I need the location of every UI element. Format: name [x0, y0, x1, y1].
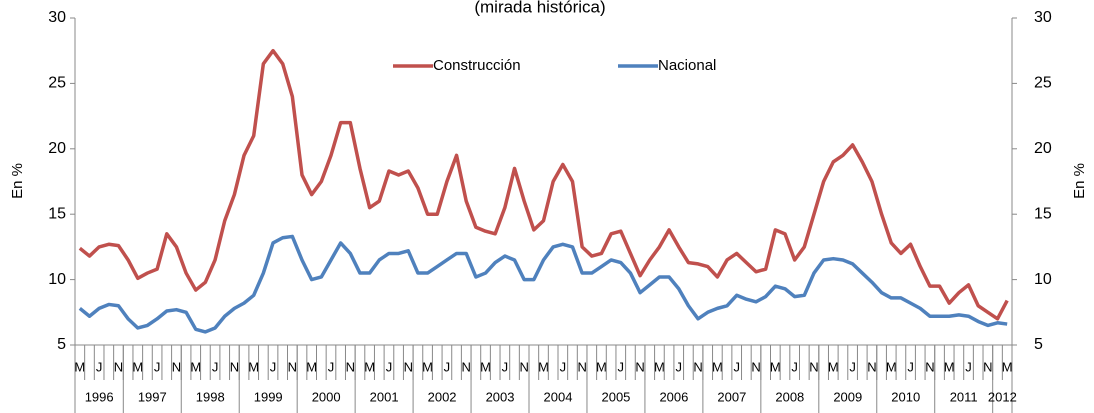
y2-axis-label: En % — [1071, 163, 1088, 199]
year-label: 2006 — [659, 389, 688, 404]
x-tick-label: N — [172, 359, 181, 374]
year-label: 2010 — [891, 389, 920, 404]
year-label: 2011 — [950, 389, 978, 404]
y-tick-label: 5 — [57, 336, 66, 353]
x-tick-label: N — [230, 359, 239, 374]
chart-title: (mirada histórica) — [474, 0, 605, 16]
x-tick-label: N — [577, 359, 586, 374]
y2-tick-label: 10 — [1034, 271, 1052, 288]
x-tick-label: M — [654, 359, 665, 374]
series-line — [78, 48, 1009, 321]
year-label: 2007 — [717, 389, 746, 404]
x-tick-label: M — [944, 359, 955, 374]
y-tick-label: 25 — [48, 75, 66, 92]
x-tick-label: M — [422, 359, 433, 374]
y2-tick-label: 25 — [1034, 75, 1052, 92]
x-tick-label: N — [867, 359, 876, 374]
x-tick-label: J — [96, 359, 103, 374]
y-tick-label: 30 — [48, 9, 66, 26]
x-tick-label: N — [635, 359, 644, 374]
y-tick-label: 10 — [48, 271, 66, 288]
x-tick-label: J — [791, 359, 798, 374]
year-label: 2004 — [544, 389, 573, 404]
x-tick-label: J — [154, 359, 161, 374]
x-tick-label: J — [328, 359, 335, 374]
year-label: 2009 — [833, 389, 862, 404]
year-label: 1999 — [254, 389, 283, 404]
x-tick-label: N — [462, 359, 471, 374]
year-label: 2003 — [486, 389, 515, 404]
series-line — [78, 234, 1008, 334]
x-tick-label: M — [74, 359, 85, 374]
year-label: 2002 — [428, 389, 457, 404]
x-tick-label: J — [907, 359, 914, 374]
x-tick-label: N — [693, 359, 702, 374]
legend-label: Construcción — [433, 57, 521, 74]
x-tick-label: N — [519, 359, 528, 374]
x-tick-label: N — [346, 359, 355, 374]
year-label: 2008 — [775, 389, 804, 404]
x-tick-label: J — [675, 359, 682, 374]
x-tick-label: M — [364, 359, 375, 374]
x-tick-label: M — [712, 359, 723, 374]
year-label: 1997 — [138, 389, 167, 404]
x-tick-label: J — [733, 359, 740, 374]
legend-label: Nacional — [658, 57, 716, 74]
x-tick-label: M — [770, 359, 781, 374]
x-tick-label: J — [965, 359, 972, 374]
x-tick-label: J — [386, 359, 393, 374]
x-tick-label: N — [809, 359, 818, 374]
year-label: 1996 — [85, 389, 114, 404]
y-tick-label: 15 — [48, 205, 66, 222]
x-tick-label: N — [751, 359, 760, 374]
y-tick-label: 20 — [48, 140, 66, 157]
x-tick-label: J — [849, 359, 856, 374]
x-tick-label: M — [306, 359, 317, 374]
x-tick-label: M — [596, 359, 607, 374]
x-tick-label: J — [618, 359, 625, 374]
x-tick-label: J — [560, 359, 567, 374]
year-label: 1998 — [196, 389, 225, 404]
x-tick-label: M — [190, 359, 201, 374]
y-axis-label: En % — [9, 163, 26, 199]
x-tick-label: M — [132, 359, 143, 374]
x-tick-label: J — [270, 359, 277, 374]
y2-tick-label: 20 — [1034, 140, 1052, 157]
x-tick-label: M — [828, 359, 839, 374]
x-tick-label: J — [212, 359, 219, 374]
x-tick-label: J — [444, 359, 451, 374]
x-tick-label: N — [114, 359, 123, 374]
x-tick-label: N — [404, 359, 413, 374]
y2-tick-label: 15 — [1034, 205, 1052, 222]
year-label: 2012 — [988, 389, 1017, 404]
x-tick-label: J — [502, 359, 509, 374]
year-label: 2000 — [312, 389, 341, 404]
y2-tick-label: 5 — [1034, 336, 1043, 353]
x-tick-label: N — [983, 359, 992, 374]
x-tick-label: N — [288, 359, 297, 374]
year-label: 2005 — [601, 389, 630, 404]
year-label: 2001 — [370, 389, 399, 404]
x-tick-label: M — [538, 359, 549, 374]
x-tick-label: N — [925, 359, 934, 374]
x-tick-label: M — [248, 359, 259, 374]
x-tick-label: M — [480, 359, 491, 374]
x-tick-label: M — [886, 359, 897, 374]
y2-tick-label: 30 — [1034, 9, 1052, 26]
x-tick-label: M — [1002, 359, 1013, 374]
